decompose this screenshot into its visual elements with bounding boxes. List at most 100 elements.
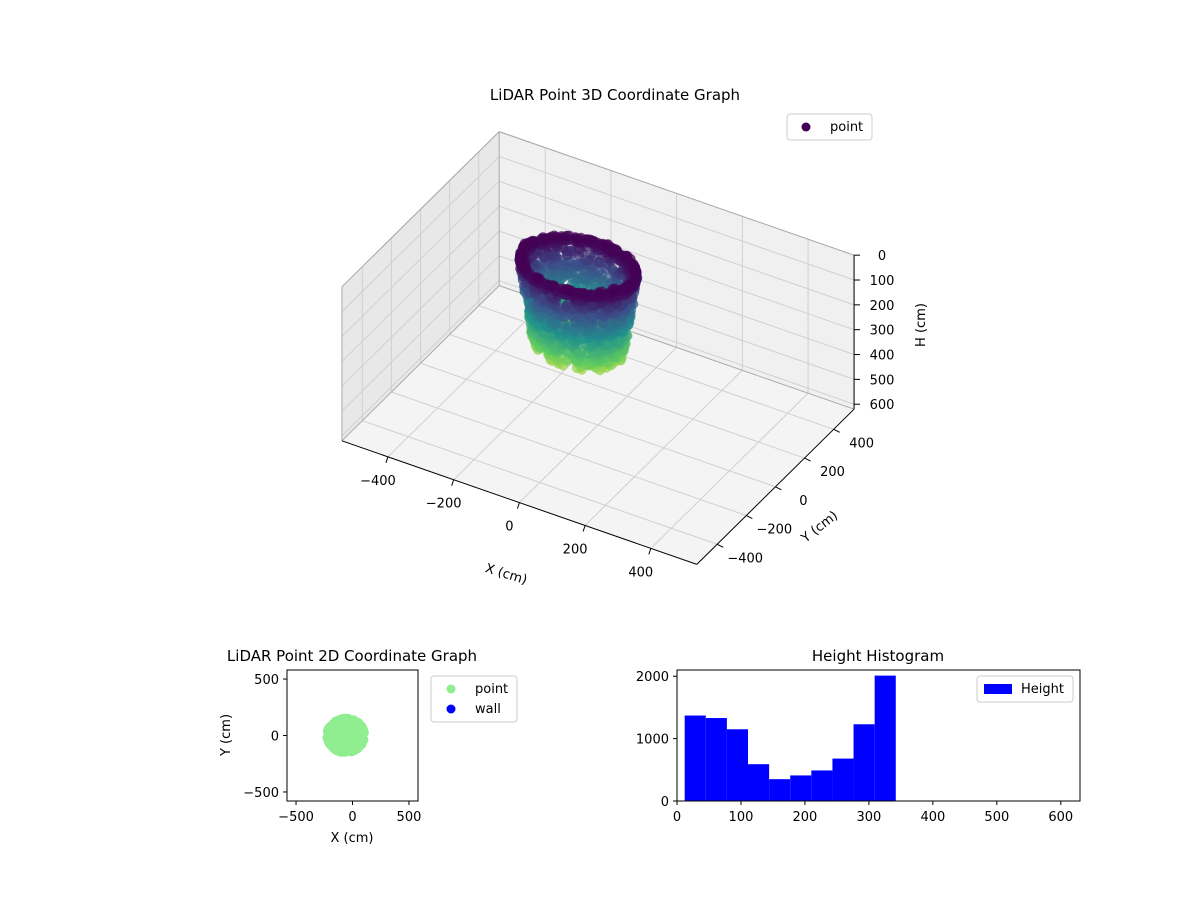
chart-2d-legend-marker-point [446,684,456,694]
tick-label-y: 400 [849,436,874,451]
point-3d [537,232,549,243]
tick-label-x: 200 [563,542,588,557]
tick-label-y: −200 [756,523,792,538]
tick-label-hist-y: 2000 [636,670,669,685]
hist-bar [705,718,727,801]
chart-2d-legend-label-point: point [475,682,508,697]
chart-3d-xlabel: X (cm) [483,561,529,588]
grid-left-h [341,280,500,437]
chart-2d-legend-label-wall: wall [475,702,501,717]
chart-3d-points [514,230,643,376]
point-2d [331,735,342,746]
chart-2d-title: LiDAR Point 2D Coordinate Graph [227,647,477,665]
tick-label-hist-x: 200 [793,810,818,825]
point-2d [352,726,363,737]
chart-hist-legend-swatch [984,684,1012,694]
grid-floor-y [420,362,776,488]
tick-label-x: −200 [426,497,462,512]
tick-label-2d-x: 500 [397,810,422,825]
point-2d [353,734,364,745]
tick-label-z: 300 [870,324,895,339]
point-3d [566,245,577,257]
tick-label-x: 0 [505,520,513,535]
point-2d [331,722,341,733]
grid-left-h [341,205,500,362]
tick-label-2d-y: −500 [243,786,279,801]
chart-3d: LiDAR Point 3D Coordinate Graph −400−400… [341,86,929,588]
grid-left-h [341,180,500,337]
point-3d [534,273,545,284]
chart-2d-xlabel: X (cm) [331,831,374,846]
point-3d [515,247,526,258]
hist-bar [748,764,770,801]
hist-bar [769,779,791,801]
tick-x [451,479,455,486]
tick-y [833,428,840,433]
tick-label-x: −400 [360,474,396,489]
chart-3d-legend: point [786,113,873,141]
tick-y [716,543,724,548]
chart-2d-ticks: −500 0 500 −500 0 500 [243,673,421,825]
grid-back-h [499,180,855,306]
chart-3d-ticks: −400 −400 −200 −200 0 0 200 200 400 400 0 100 200 300… [341,249,895,580]
chart-3d-legend-label: point [830,120,863,135]
tick-label-hist-x: 600 [1048,810,1073,825]
grid-floor-x [584,369,743,526]
tick-x [385,456,389,464]
hist-bar [853,724,875,801]
tick-label-2d-x: −500 [278,810,314,825]
tick-label-z: 100 [870,274,895,289]
chart-2d-legend: point wall [430,675,518,723]
tick-y [804,457,811,462]
tick-x [582,525,586,532]
point-3d [547,280,558,291]
tick-label-2d-y: 500 [254,673,279,688]
tick-y [775,486,782,491]
point-3d [563,284,574,296]
tick-label-hist-y: 1000 [636,733,669,748]
tick-label-z: 400 [870,349,895,364]
tick-x [516,502,520,509]
point-3d [558,319,570,330]
tick-label-hist-x: 100 [729,810,754,825]
point-3d [594,288,605,300]
hist-bar [832,758,854,801]
grid-back-h [499,155,855,281]
tick-label-y: 200 [820,465,845,480]
point-3d [528,237,539,248]
tick-label-hist-x: 400 [920,810,945,825]
tick-label-z: 600 [870,398,895,413]
point-3d [563,230,575,241]
tick-label-y: 0 [799,494,807,509]
point-2d [344,721,355,732]
chart-hist-legend: Height [976,675,1074,703]
tick-label-hist-x: 0 [673,810,681,825]
tick-label-x: 400 [628,565,653,580]
grid-back-h [499,205,855,331]
chart-hist-title: Height Histogram [812,647,944,665]
point-2d [352,743,363,753]
chart-2d: LiDAR Point 2D Coordinate Graph −500 0 500… [219,647,518,846]
point-3d [549,230,560,241]
grid-floor-y [449,334,805,459]
chart-3d-zlabel: H (cm) [914,303,929,347]
tick-label-hist-x: 300 [856,810,881,825]
tick-label-z: 200 [870,299,895,314]
hist-bar [790,775,812,801]
tick-label-y: −400 [727,551,763,566]
hist-bar [874,675,896,801]
chart-2d-legend-marker-wall [446,704,456,714]
hist-bar [811,770,833,801]
tick-y [746,515,753,519]
chart-hist-frame [676,669,1081,802]
chart-hist-ticks: 0 100 200 300 400 500 600 0 1000 2000 [636,670,1073,825]
point-3d [572,233,583,245]
tick-x [648,548,652,555]
grid-left-h [341,255,500,412]
point-2d [340,745,351,756]
hist-bar [684,715,706,801]
grid-left-h [341,230,500,387]
tick-label-hist-y: 0 [661,795,669,810]
chart-3d-ylabel: Y (cm) [798,508,841,546]
